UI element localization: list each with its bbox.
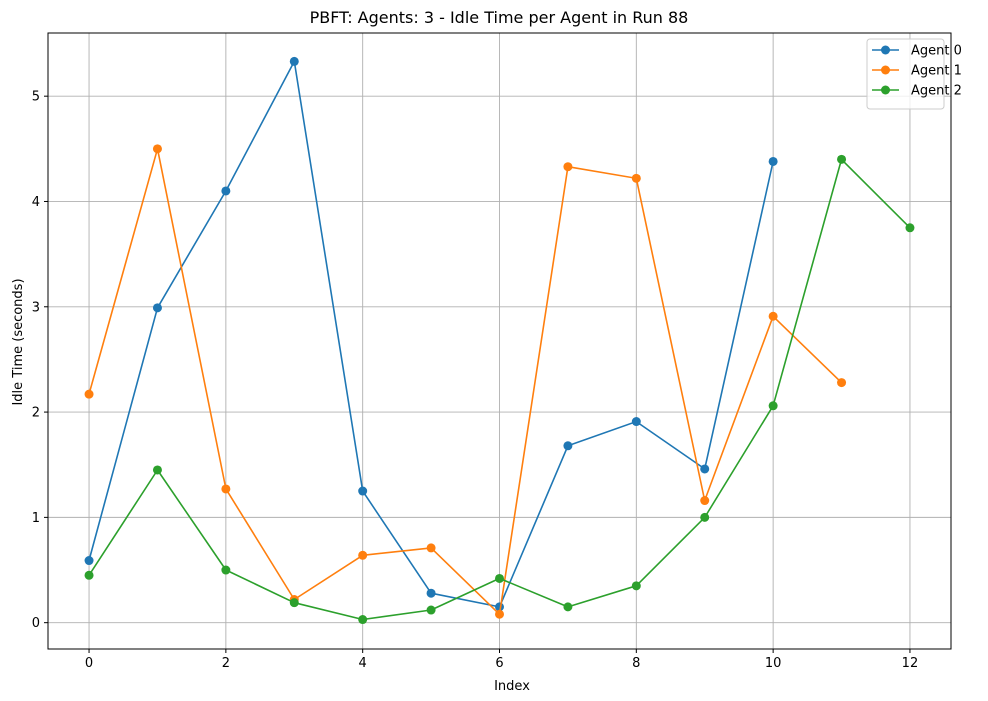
data-point-agent-0 — [84, 556, 94, 566]
data-point-agent-1 — [495, 609, 504, 619]
y-tick-label: 3 — [32, 300, 40, 315]
data-point-agent-2 — [700, 512, 710, 522]
data-point-agent-2 — [152, 465, 162, 475]
legend: Agent 0 Agent 1 Agent 2 — [866, 38, 962, 110]
legend-marker-agent-2 — [881, 85, 890, 95]
data-point-agent-2 — [837, 154, 847, 164]
series-agent-0 — [84, 56, 778, 612]
data-point-agent-1 — [221, 484, 231, 494]
data-point-agent-1 — [768, 311, 778, 321]
y-axis-label: Idle Time (seconds) — [11, 278, 26, 405]
x-axis-label: Index — [494, 679, 530, 694]
data-point-agent-1 — [358, 550, 368, 560]
series-group — [84, 56, 915, 625]
x-tick-label: 8 — [632, 656, 640, 671]
data-point-agent-2 — [358, 615, 368, 625]
y-tick-label: 5 — [32, 90, 40, 105]
series-line-agent-1 — [88, 148, 843, 616]
data-point-agent-2 — [563, 602, 573, 612]
legend-label-agent-0: Agent 0 — [911, 44, 962, 59]
x-axis-ticks: 0 2 4 6 8 10 12 — [85, 649, 918, 671]
data-point-agent-1 — [563, 162, 573, 172]
data-point-agent-2 — [495, 573, 504, 583]
x-tick-label: 6 — [495, 656, 503, 671]
data-point-agent-2 — [221, 565, 231, 575]
data-point-agent-0 — [700, 464, 710, 474]
data-point-agent-2 — [84, 570, 94, 580]
legend-marker-agent-1 — [881, 65, 890, 75]
y-tick-label: 1 — [32, 511, 40, 526]
x-tick-label: 12 — [902, 656, 919, 671]
y-tick-label: 4 — [32, 195, 40, 210]
data-point-agent-2 — [768, 401, 778, 411]
data-point-agent-1 — [837, 378, 847, 388]
data-point-agent-2 — [426, 605, 436, 615]
data-point-agent-0 — [358, 486, 368, 496]
y-tick-label: 2 — [32, 406, 40, 421]
data-point-agent-0 — [631, 417, 641, 427]
grid-lines — [48, 33, 951, 649]
x-tick-label: 10 — [765, 656, 782, 671]
data-point-agent-2 — [905, 223, 915, 233]
x-tick-label: 0 — [85, 656, 93, 671]
data-point-agent-1 — [152, 144, 162, 154]
series-agent-2 — [84, 154, 915, 625]
series-agent-1 — [84, 144, 847, 619]
legend-label-agent-1: Agent 1 — [911, 64, 962, 79]
x-tick-label: 4 — [359, 656, 367, 671]
y-tick-label: 0 — [32, 616, 40, 631]
chart-title: PBFT: Agents: 3 - Idle Time per Agent in… — [310, 8, 689, 27]
data-point-agent-1 — [84, 389, 94, 399]
data-point-agent-0 — [768, 156, 778, 166]
legend-marker-agent-0 — [881, 45, 890, 55]
x-tick-label: 2 — [222, 656, 230, 671]
data-point-agent-1 — [426, 543, 436, 553]
data-point-agent-1 — [700, 496, 710, 506]
data-point-agent-0 — [289, 56, 299, 66]
legend-label-agent-2: Agent 2 — [911, 84, 962, 99]
data-point-agent-0 — [563, 441, 573, 451]
y-axis-ticks: 0 1 2 3 4 5 — [32, 90, 48, 631]
data-point-agent-2 — [631, 581, 641, 591]
data-point-agent-2 — [289, 598, 299, 608]
data-point-agent-0 — [152, 303, 162, 313]
data-point-agent-1 — [631, 173, 641, 183]
data-point-agent-0 — [221, 186, 231, 196]
data-point-agent-0 — [426, 588, 436, 598]
